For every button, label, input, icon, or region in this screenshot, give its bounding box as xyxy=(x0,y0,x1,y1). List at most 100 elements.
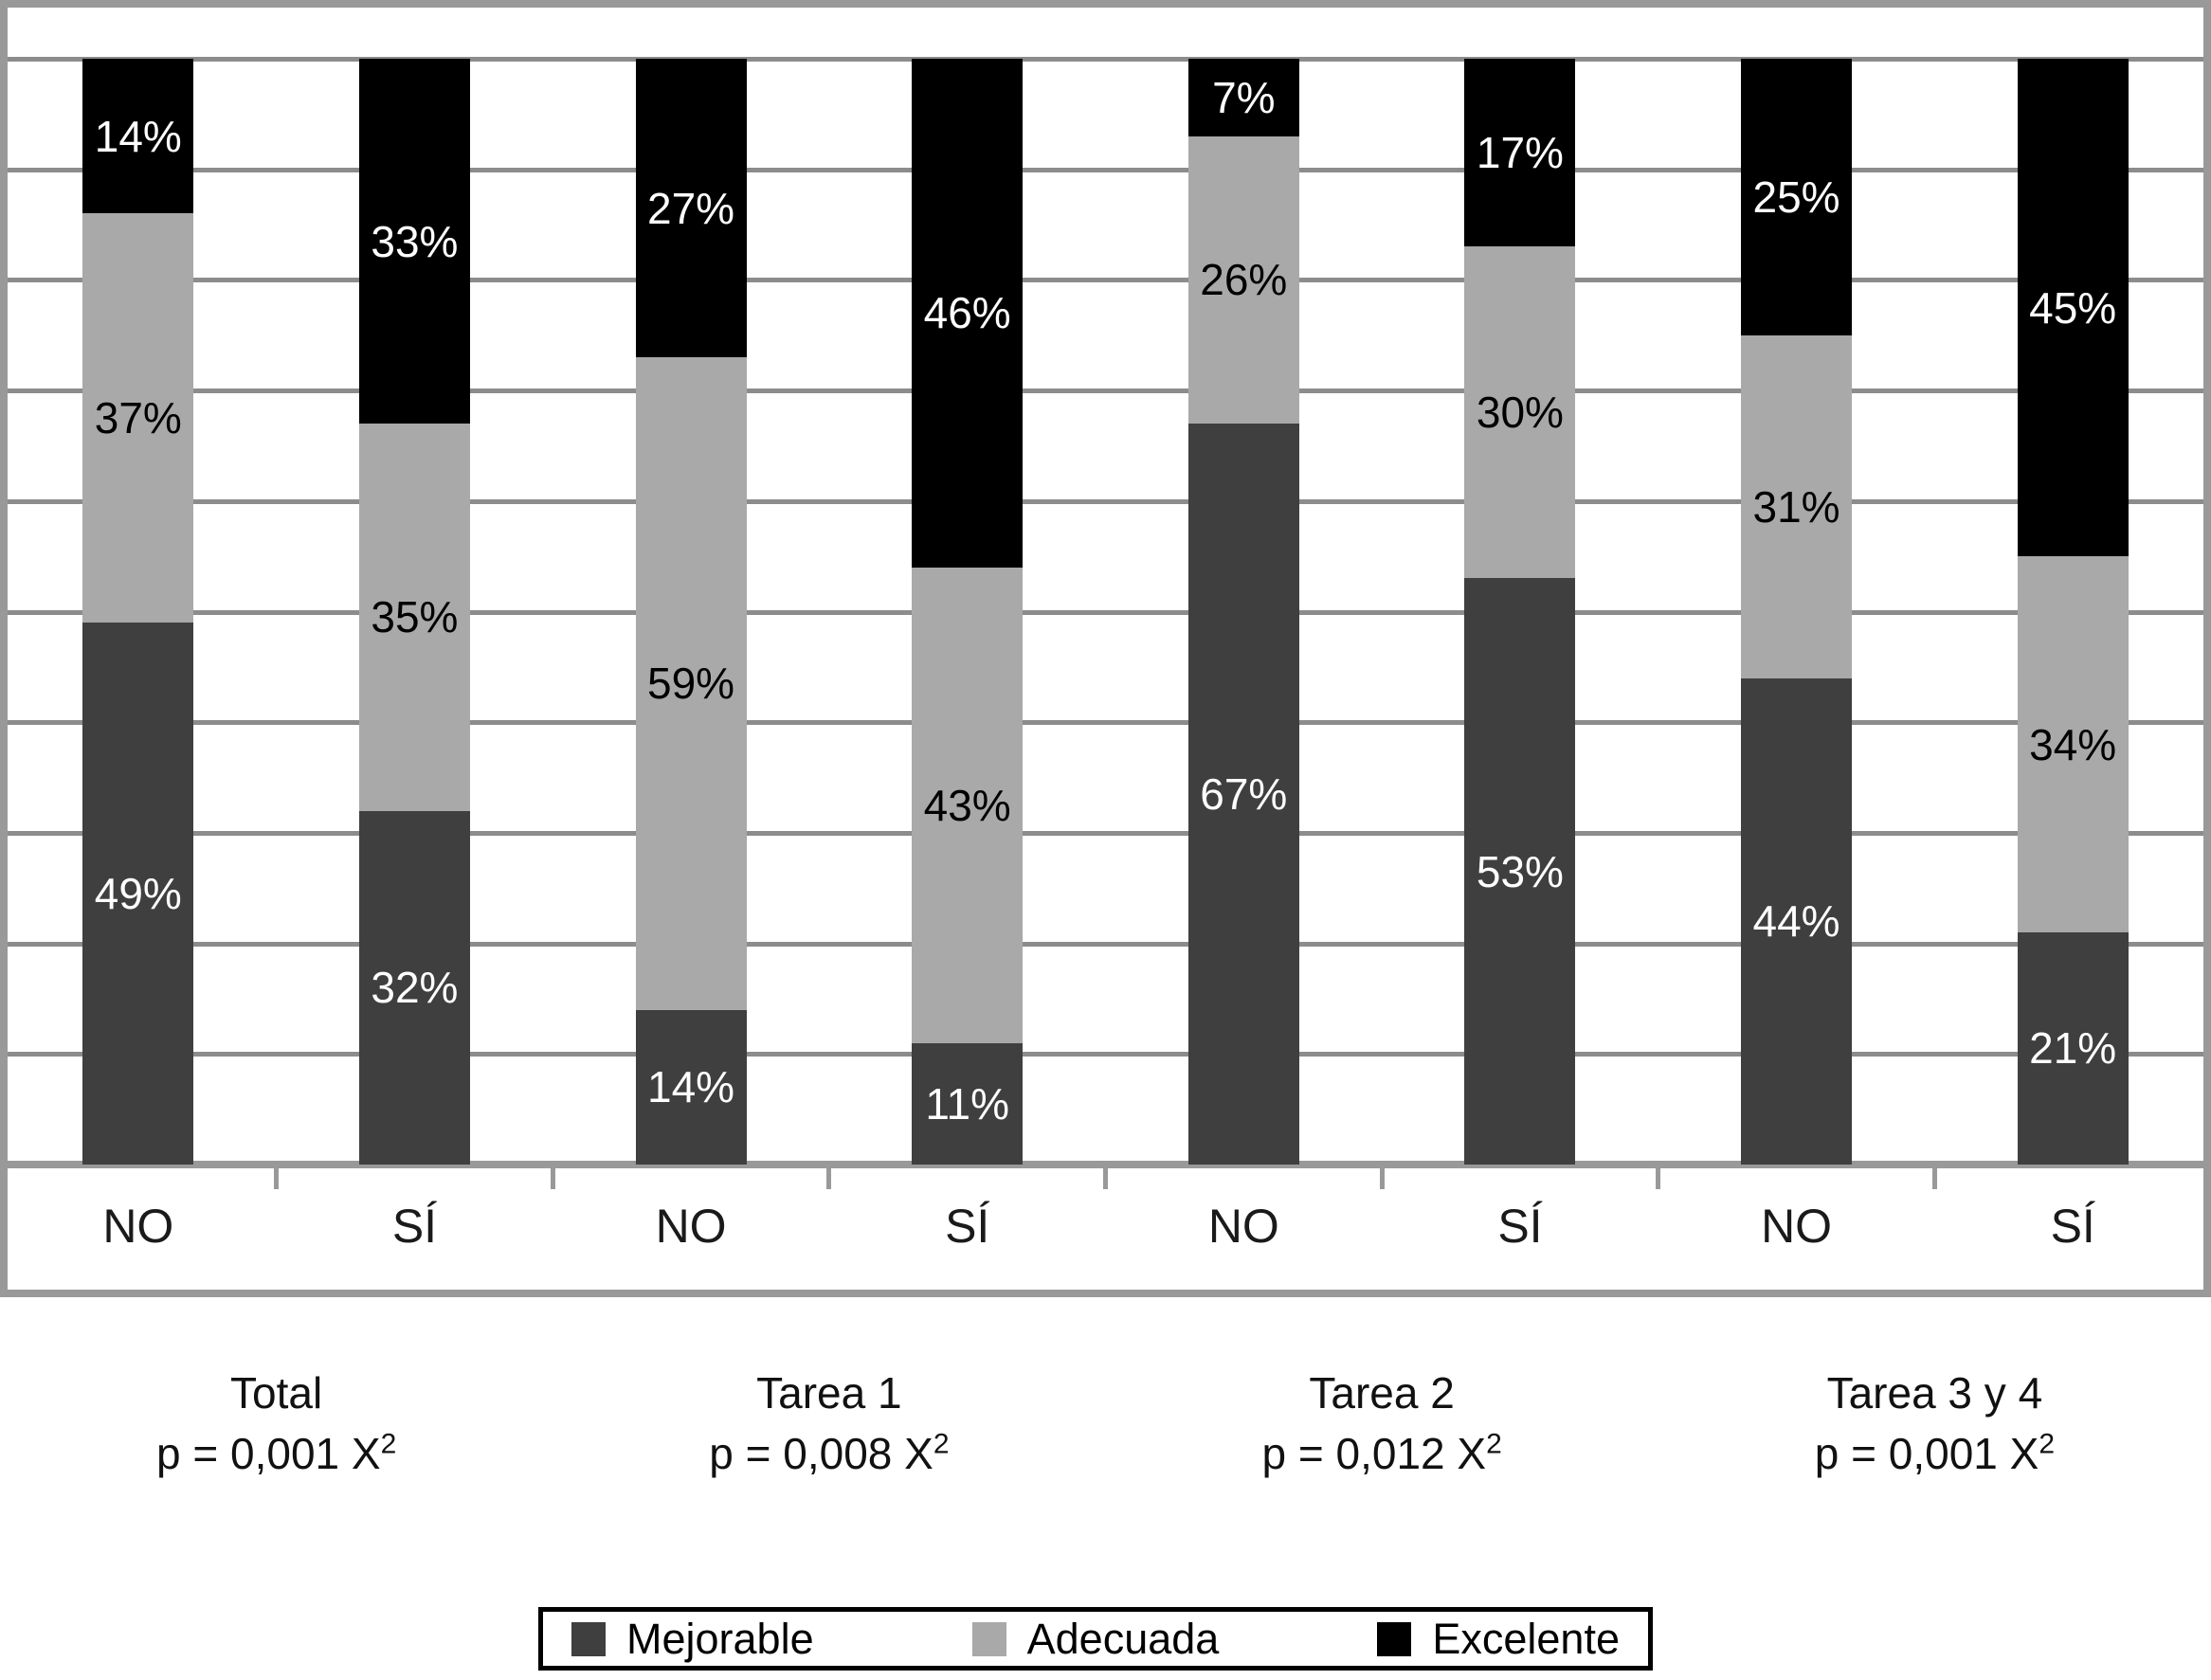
gridline xyxy=(8,1052,2203,1057)
bar-segment-mejorable: 49% xyxy=(82,623,194,1165)
chi-square-exponent: 2 xyxy=(1486,1428,1502,1460)
legend-label: Mejorable xyxy=(626,1615,814,1663)
bar-segment-adecuada: 43% xyxy=(912,567,1024,1043)
segment-value-label: 35% xyxy=(371,592,459,642)
segment-value-label: 59% xyxy=(647,659,735,709)
bar-segment-excelente: 46% xyxy=(912,59,1024,568)
bar-segment-adecuada: 35% xyxy=(358,424,470,811)
legend-swatch-icon xyxy=(571,1621,606,1656)
chi-square-exponent: 2 xyxy=(2039,1428,2056,1460)
group-p-value: p = 0,001 X2 xyxy=(1814,1428,2056,1478)
segment-value-label: 33% xyxy=(371,216,459,266)
gridline xyxy=(8,388,2203,394)
segment-value-label: 25% xyxy=(1752,172,1840,222)
bar-segment-excelente: 14% xyxy=(82,59,194,214)
segment-value-label: 49% xyxy=(94,869,182,919)
group-title: Total xyxy=(230,1368,323,1418)
group-p-value: p = 0,001 X2 xyxy=(155,1428,397,1478)
stacked-bar-no: 27% 59% 14% xyxy=(635,59,747,1165)
bar-segment-adecuada: 26% xyxy=(1187,135,1299,425)
stacked-bar-no: 14% 37% 49% xyxy=(82,59,194,1165)
legend-label: Excelente xyxy=(1432,1615,1620,1663)
legend-item-mejorable: Mejorable xyxy=(571,1617,814,1660)
plot-area xyxy=(0,0,2211,1297)
gridline xyxy=(8,57,2203,62)
category-label: NO xyxy=(1761,1200,1833,1253)
bar-segment-mejorable: 53% xyxy=(1464,578,1576,1165)
axis-tick xyxy=(274,1165,280,1189)
bar-segment-adecuada: 37% xyxy=(82,213,194,623)
category-label: SÍ xyxy=(2050,1200,2095,1253)
legend: Mejorable Adecuada Excelente xyxy=(538,1607,1653,1671)
category-label: SÍ xyxy=(945,1200,990,1253)
segment-value-label: 26% xyxy=(1200,255,1288,305)
group-p-value: p = 0,012 X2 xyxy=(1261,1428,1502,1478)
segment-value-label: 14% xyxy=(647,1062,735,1112)
group-caption: Tarea 1 p = 0,008 X2 xyxy=(526,1363,1133,1484)
gridline xyxy=(8,498,2203,504)
group-title: Tarea 1 xyxy=(756,1368,902,1418)
stacked-bar-no: 7% 26% 67% xyxy=(1187,59,1299,1165)
segment-value-label: 53% xyxy=(1476,846,1564,896)
stacked-bar-sí: 33% 35% 32% xyxy=(358,59,470,1165)
axis-tick xyxy=(1656,1165,1661,1189)
gridline xyxy=(8,941,2203,947)
bar-segment-excelente: 25% xyxy=(1741,59,1853,335)
bar-segment-adecuada: 59% xyxy=(635,357,747,1010)
stacked-bar-sí: 45% 34% 21% xyxy=(2017,59,2129,1165)
gridline xyxy=(8,609,2203,615)
bar-segment-mejorable: 44% xyxy=(1741,677,1853,1165)
bar-segment-adecuada: 34% xyxy=(2017,556,2129,932)
axis-tick xyxy=(826,1165,832,1189)
gridline xyxy=(8,167,2203,172)
legend-swatch-icon xyxy=(1377,1621,1412,1656)
segment-value-label: 27% xyxy=(647,183,735,233)
segment-value-label: 14% xyxy=(94,111,182,161)
stacked-bar-no: 25% 31% 44% xyxy=(1741,59,1853,1165)
gridline xyxy=(8,720,2203,726)
segment-value-label: 43% xyxy=(923,780,1011,830)
bar-segment-excelente: 45% xyxy=(2017,59,2129,557)
legend-item-adecuada: Adecuada xyxy=(971,1615,1220,1663)
group-title: Tarea 3 y 4 xyxy=(1826,1368,2043,1418)
bar-segment-adecuada: 30% xyxy=(1464,246,1576,579)
bar-segment-excelente: 33% xyxy=(358,59,470,425)
segment-value-label: 34% xyxy=(2029,719,2117,769)
bar-segment-mejorable: 11% xyxy=(912,1042,1024,1165)
category-label: SÍ xyxy=(391,1200,438,1253)
category-label: NO xyxy=(102,1200,174,1253)
gridline xyxy=(8,830,2203,836)
segment-value-label: 30% xyxy=(1476,388,1564,438)
bar-segment-excelente: 27% xyxy=(635,59,747,358)
segment-value-label: 7% xyxy=(1212,72,1276,122)
chi-square-exponent: 2 xyxy=(933,1428,950,1460)
legend-label: Adecuada xyxy=(1026,1615,1220,1663)
segment-value-label: 11% xyxy=(925,1078,1010,1129)
axis-tick xyxy=(1103,1165,1108,1189)
group-caption: Tarea 2 p = 0,012 X2 xyxy=(1078,1363,1685,1484)
category-label: NO xyxy=(1207,1200,1279,1253)
gridline xyxy=(8,278,2203,283)
group-p-value: p = 0,008 X2 xyxy=(709,1428,950,1478)
bar-segment-adecuada: 31% xyxy=(1741,334,1853,678)
group-title: Tarea 2 xyxy=(1309,1368,1455,1418)
segment-value-label: 31% xyxy=(1752,481,1840,532)
axis-tick xyxy=(550,1165,555,1189)
bar-segment-mejorable: 21% xyxy=(2017,931,2129,1165)
segment-value-label: 46% xyxy=(923,288,1011,338)
segment-value-label: 17% xyxy=(1476,128,1564,178)
axis-tick xyxy=(1931,1165,1937,1189)
segment-value-label: 44% xyxy=(1752,896,1840,947)
segment-value-label: 67% xyxy=(1200,769,1288,820)
chi-square-exponent: 2 xyxy=(380,1428,397,1460)
group-caption: Total p = 0,001 X2 xyxy=(0,1363,580,1484)
segment-value-label: 21% xyxy=(2029,1023,2117,1074)
stacked-bar-sí: 17% 30% 53% xyxy=(1464,59,1576,1165)
bar-segment-mejorable: 14% xyxy=(635,1009,747,1165)
bar-segment-mejorable: 67% xyxy=(1187,424,1299,1165)
group-caption: Tarea 3 y 4 p = 0,001 X2 xyxy=(1631,1363,2211,1484)
segment-value-label: 37% xyxy=(94,393,182,443)
bar-segment-mejorable: 32% xyxy=(358,810,470,1165)
legend-item-excelente: Excelente xyxy=(1377,1617,1620,1660)
